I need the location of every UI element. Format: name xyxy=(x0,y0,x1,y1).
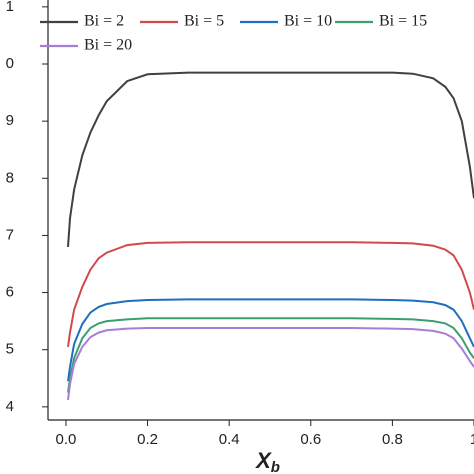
x-axis-label: Xb xyxy=(254,448,280,474)
y-tick-label: 6 xyxy=(6,284,14,301)
y-tick-label: 5 xyxy=(6,341,14,358)
y-tick-label: 0 xyxy=(6,55,14,72)
series-line xyxy=(67,298,474,382)
series-line xyxy=(67,317,474,393)
legend-label: Bi = 5 xyxy=(184,13,224,30)
y-tick-label: 4 xyxy=(6,398,14,415)
legend-label: Bi = 15 xyxy=(379,13,427,30)
y-tick-label: 9 xyxy=(6,112,14,129)
x-tick-label: 0.4 xyxy=(219,431,240,448)
x-tick-label: 0.6 xyxy=(300,431,321,448)
series-line xyxy=(67,241,474,348)
x-tick-label: 1 xyxy=(470,431,474,448)
x-tick-label: 0.0 xyxy=(56,431,77,448)
legend-label: Bi = 20 xyxy=(84,37,132,54)
y-tick-label: 7 xyxy=(6,226,14,243)
legend-label: Bi = 2 xyxy=(84,13,124,30)
x-tick-label: 0.8 xyxy=(382,431,403,448)
legend-label: Bi = 10 xyxy=(284,13,332,30)
y-tick-label: 8 xyxy=(6,169,14,186)
y-tick-label: 1 xyxy=(6,0,14,15)
series-line xyxy=(67,71,474,247)
series-line xyxy=(67,327,474,401)
x-tick-label: 0.2 xyxy=(137,431,158,448)
